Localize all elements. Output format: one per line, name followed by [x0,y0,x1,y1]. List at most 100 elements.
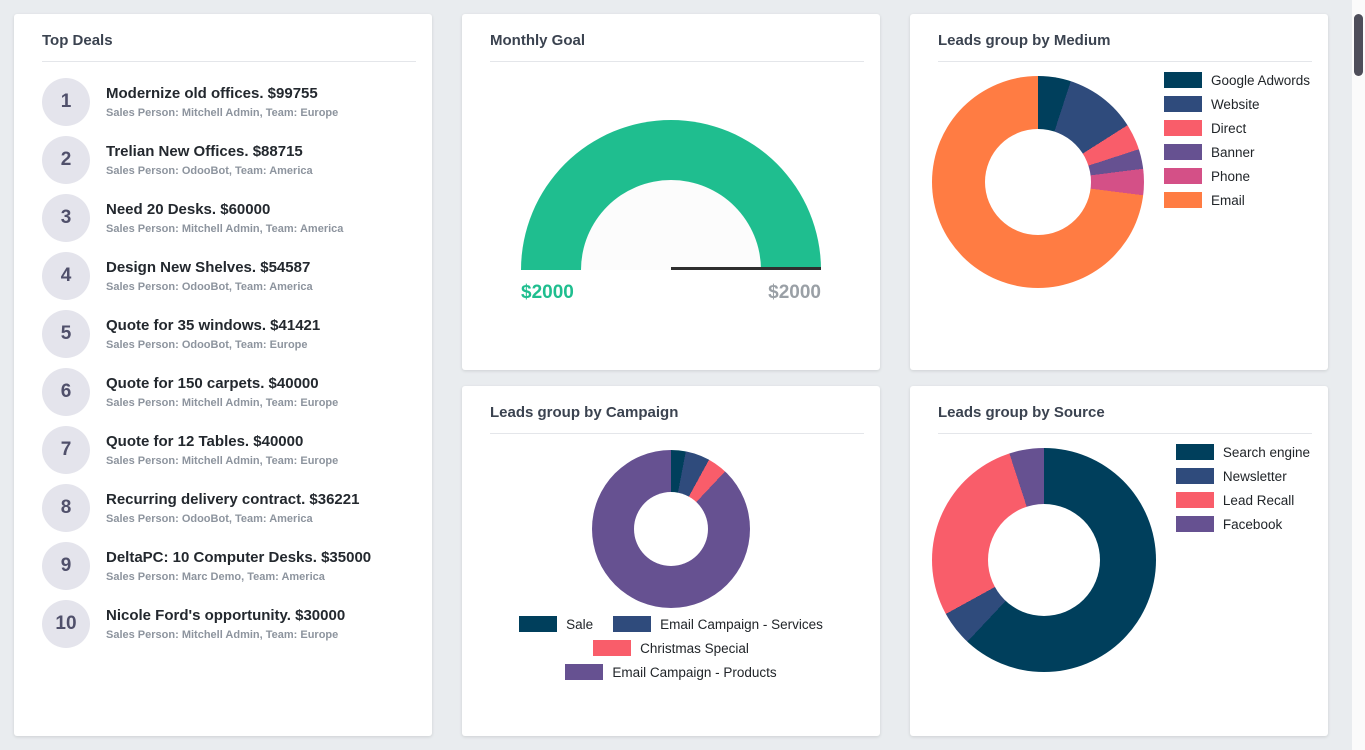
deal-rank-badge: 8 [42,484,90,532]
deal-info: Trelian New Offices. $88715 Sales Person… [106,143,313,177]
legend-swatch [1175,468,1214,484]
deal-info: Nicole Ford's opportunity. $30000 Sales … [106,607,345,641]
legend-item[interactable]: Newsletter [1175,468,1310,484]
deal-meta: Sales Person: OdooBot, Team: America [106,513,313,525]
divider [490,61,864,62]
source-chart-area: Search engine Newsletter Lead Recall Facebo… [926,434,1312,672]
deal-info: Quote for 12 Tables. $40000 Sales Person… [106,433,338,467]
legend-swatch [1163,168,1202,184]
medium-legend: Google Adwords Website Direct Banner Phone Em… [1163,72,1312,216]
legend-label: Website [1210,96,1260,112]
scrollbar-thumb[interactable] [1354,14,1363,76]
legend-label: Direct [1210,120,1247,136]
gauge [521,120,821,270]
deal-title: Quote for 12 Tables. $40000 [106,433,304,450]
monthly-goal-card: Monthly Goal $2000 $2000 [462,14,880,370]
monthly-goal-gauge[interactable]: $2000 $2000 [521,120,821,304]
deal-title: Quote for 150 carpets. $40000 [106,375,319,392]
deal-info: Modernize old offices. $99755 Sales Pers… [106,85,338,119]
legend-label: Search engine [1222,444,1310,460]
top-deals-list: 1 Modernize old offices. $99755 Sales Pe… [30,78,416,648]
deal-row[interactable]: 8 Recurring delivery contract. $36221 Sa… [42,484,416,532]
deal-row[interactable]: 1 Modernize old offices. $99755 Sales Pe… [42,78,416,126]
legend-item[interactable]: Website [1163,96,1310,112]
top-deals-title: Top Deals [42,32,113,49]
legend-swatch [1175,444,1214,460]
legend-swatch [613,616,652,632]
deal-rank-badge: 4 [42,252,90,300]
deal-row[interactable]: 5 Quote for 35 windows. $41421 Sales Per… [42,310,416,358]
legend-item[interactable]: Sale [519,616,593,632]
legend-label: Email [1210,192,1245,208]
deal-meta: Sales Person: OdooBot, Team: America [106,165,313,177]
legend-item[interactable]: Direct [1163,120,1310,136]
deal-row[interactable]: 7 Quote for 12 Tables. $40000 Sales Pers… [42,426,416,474]
deal-meta: Sales Person: Mitchell Admin, Team: Euro… [106,629,339,641]
deal-row[interactable]: 2 Trelian New Offices. $88715 Sales Pers… [42,136,416,184]
legend-label: Facebook [1222,516,1283,532]
deal-row[interactable]: 10 Nicole Ford's opportunity. $30000 Sal… [42,600,416,648]
deal-meta: Sales Person: Mitchell Admin, Team: Euro… [106,107,339,119]
divider [490,433,864,434]
deal-title: Quote for 35 windows. $41421 [106,317,321,334]
legend-swatch [1163,192,1202,208]
legend-item[interactable]: Facebook [1175,516,1310,532]
legend-item[interactable]: Phone [1163,168,1310,184]
deal-rank-badge: 3 [42,194,90,242]
medium-donut-chart[interactable] [932,76,1144,288]
legend-item[interactable]: Email [1163,192,1310,208]
deal-row[interactable]: 4 Design New Shelves. $54587 Sales Perso… [42,252,416,300]
legend-label: Google Adwords [1210,72,1310,88]
divider [938,61,1312,62]
deal-row[interactable]: 3 Need 20 Desks. $60000 Sales Person: Mi… [42,194,416,242]
leads-by-source-title: Leads group by Source [938,404,1105,421]
source-donut-chart[interactable] [932,448,1156,672]
legend-item[interactable]: Christmas Special [593,640,749,656]
deal-info: Quote for 35 windows. $41421 Sales Perso… [106,317,320,351]
left-column: Top Deals 1 Modernize old offices. $9975… [14,14,432,736]
legend-item[interactable]: Google Adwords [1163,72,1310,88]
legend-swatch [1175,492,1214,508]
right-column: Leads group by Medium Google Adwords Webs… [910,14,1328,736]
legend-swatch [1163,144,1202,160]
deal-info: Need 20 Desks. $60000 Sales Person: Mitc… [106,201,343,235]
deal-rank-badge: 9 [42,542,90,590]
leads-by-source-card: Leads group by Source Search engine Newsl… [910,386,1328,736]
deal-info: Recurring delivery contract. $36221 Sale… [106,491,359,525]
deal-rank-badge: 1 [42,78,90,126]
legend-item[interactable]: Lead Recall [1175,492,1310,508]
legend-item[interactable]: Email Campaign - Services [613,616,823,632]
legend-label: Newsletter [1222,468,1287,484]
legend-swatch [565,664,604,680]
gauge-current-value: $2000 [521,282,574,303]
legend-item[interactable]: Banner [1163,144,1310,160]
legend-item[interactable]: Search engine [1175,444,1310,460]
deal-title: Recurring delivery contract. $36221 [106,491,360,508]
legend-swatch [1175,516,1214,532]
legend-swatch [1163,120,1202,136]
deal-title: Trelian New Offices. $88715 [106,143,303,160]
scrollbar-track[interactable] [1352,0,1365,750]
gauge-baseline [671,267,821,270]
deal-title: Nicole Ford's opportunity. $30000 [106,607,346,624]
legend-label: Email Campaign - Products [612,664,777,680]
divider [42,61,416,62]
deal-meta: Sales Person: OdooBot, Team: Europe [106,339,308,351]
legend-label: Email Campaign - Services [660,616,823,632]
campaign-donut-chart[interactable] [592,450,750,608]
deal-info: Quote for 150 carpets. $40000 Sales Pers… [106,375,338,409]
legend-label: Lead Recall [1222,492,1295,508]
medium-chart-area: Google Adwords Website Direct Banner Phone Em… [926,62,1312,288]
legend-label: Christmas Special [640,640,749,656]
deal-row[interactable]: 6 Quote for 150 carpets. $40000 Sales Pe… [42,368,416,416]
gauge-labels: $2000 $2000 [521,282,821,304]
legend-item[interactable]: Email Campaign - Products [565,664,777,680]
deal-title: DeltaPC: 10 Computer Desks. $35000 [106,549,372,566]
legend-label: Phone [1210,168,1250,184]
deal-row[interactable]: 9 DeltaPC: 10 Computer Desks. $35000 Sal… [42,542,416,590]
monthly-goal-title: Monthly Goal [490,32,585,49]
deal-title: Need 20 Desks. $60000 [106,201,271,218]
leads-by-medium-card: Leads group by Medium Google Adwords Webs… [910,14,1328,370]
deal-meta: Sales Person: Mitchell Admin, Team: Euro… [106,455,339,467]
